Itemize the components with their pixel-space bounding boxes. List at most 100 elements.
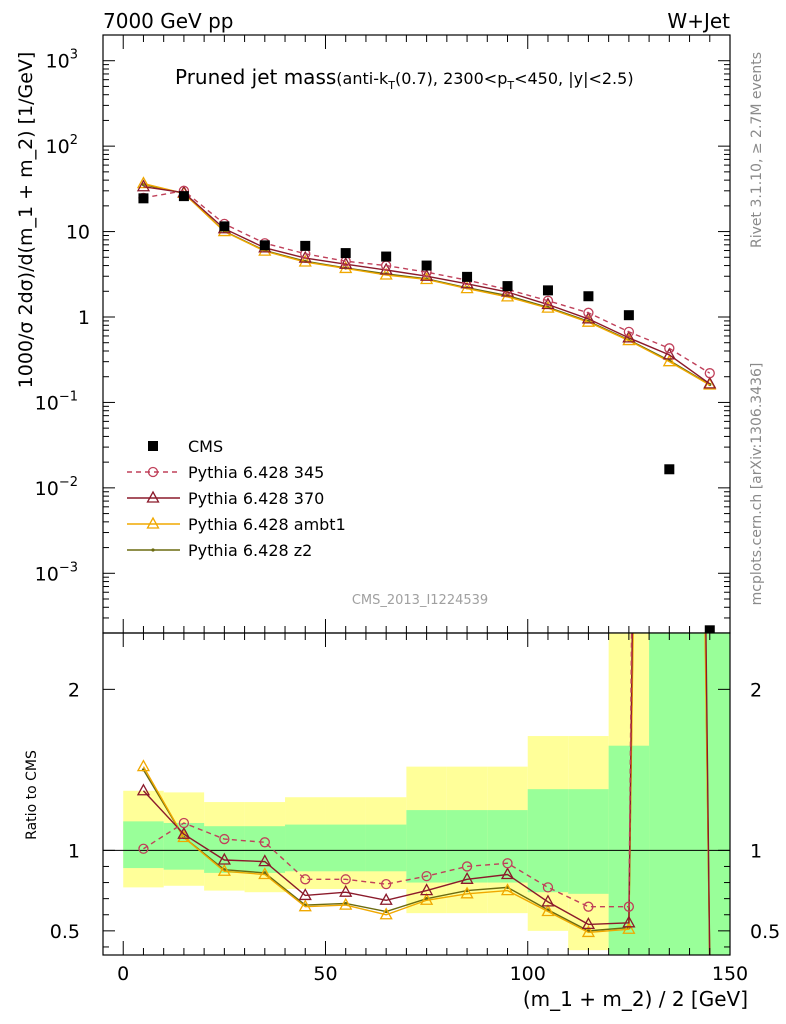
- legend-label: Pythia 6.428 370: [188, 489, 324, 508]
- data-point: [542, 285, 553, 296]
- data-point: [623, 326, 635, 338]
- data-point: [462, 271, 473, 282]
- data-point: [541, 300, 555, 313]
- ratio-point: [339, 897, 353, 910]
- ratio-point: [420, 892, 434, 905]
- ratio-point: [298, 888, 312, 901]
- ratio-point: [420, 883, 434, 896]
- x-tick-label: 50: [313, 963, 337, 985]
- data-point: [298, 254, 312, 267]
- ratio-y-ticks: 0.5 0.5 1 1 2 2: [50, 679, 780, 948]
- ratio-series: [136, 633, 711, 955]
- ratio-point: [259, 837, 270, 848]
- data-point: [219, 221, 230, 232]
- x-ticks: 0 50 100 150: [117, 35, 748, 985]
- ratio-bands: [123, 633, 730, 955]
- ratio-point: [298, 899, 312, 912]
- data-point: [622, 330, 636, 343]
- data-point: [420, 272, 434, 285]
- ratio-point: [344, 901, 348, 906]
- ratio-y-axis-label: Ratio to CMS: [24, 750, 40, 840]
- data-point: [339, 261, 353, 274]
- y-tick-label: 10−2: [35, 475, 78, 500]
- y-tick-label: 10−1: [35, 389, 78, 414]
- data-point: [664, 343, 675, 354]
- ratio-point: [136, 759, 151, 772]
- main-series: [136, 176, 717, 390]
- ratio-point: [300, 874, 311, 885]
- legend: CMS Pythia 6.428 345 Pythia 6.428 370 Pythi…: [127, 437, 346, 560]
- plot-title-sub-t: T: [387, 79, 395, 92]
- band-green: [163, 822, 205, 870]
- data-point: [541, 297, 555, 310]
- ratio-point: [136, 783, 151, 796]
- data-point: [138, 193, 149, 204]
- ratio-point: [541, 894, 555, 907]
- series-pythia-6.428-345: [138, 185, 715, 379]
- y-tick-label: 0.5: [750, 921, 780, 943]
- series-pythia-6.428-370: [136, 179, 717, 389]
- ratio-point: [379, 892, 393, 905]
- ratio-point: [460, 886, 474, 899]
- data-point: [581, 311, 596, 324]
- ratio-point: [339, 884, 353, 897]
- legend-label: Pythia 6.428 345: [188, 463, 324, 482]
- y-tick-label: 1: [78, 307, 90, 329]
- x-axis-label: (m_1 + m_2) / 2 [GeV]: [523, 987, 748, 1011]
- y-tick-label: 0.5: [50, 921, 80, 943]
- ratio-point: [500, 883, 515, 896]
- rivet-label: Rivet 3.1.10, ≥ 2.7M events: [749, 52, 765, 248]
- data-point: [583, 291, 594, 302]
- header-left: 7000 GeV pp: [103, 9, 234, 33]
- y-tick-label: 2: [750, 679, 762, 701]
- legend-marker: [146, 516, 160, 529]
- ratio-point: [461, 861, 473, 872]
- legend-item: Pythia 6.428 z2: [127, 541, 312, 560]
- series-pythia-6.428-z2: [141, 182, 712, 387]
- ratio-point: [217, 863, 231, 876]
- series-pythia-6.428-ambt1: [136, 176, 717, 390]
- ratio-point: [258, 867, 272, 880]
- data-point: [421, 260, 432, 271]
- legend-label: Pythia 6.428 z2: [188, 541, 312, 560]
- ratio-point: [541, 904, 555, 917]
- ratio-line: [142, 633, 711, 955]
- ratio-line: [142, 633, 711, 955]
- data-point: [623, 310, 634, 321]
- series-line: [143, 182, 711, 386]
- data-point: [460, 276, 474, 289]
- band-green: [325, 824, 366, 872]
- plot-title: Pruned jet mass(anti-kT(0.7), 2300<pT<45…: [175, 65, 634, 92]
- data-point: [178, 191, 189, 202]
- series-line: [143, 183, 711, 386]
- legend-marker: [146, 490, 160, 503]
- y-tick-label: 1: [68, 840, 80, 862]
- series-line: [143, 186, 711, 385]
- y-tick-label: 103: [46, 48, 78, 73]
- legend-item: Pythia 6.428 345: [127, 463, 324, 482]
- ratio-point: [263, 871, 267, 875]
- data-point: [300, 240, 311, 251]
- y-tick-label: 10: [66, 222, 90, 244]
- data-point: [136, 176, 151, 189]
- plot-title-main: Pruned jet mass: [175, 65, 336, 89]
- ratio-point: [581, 917, 596, 930]
- x-tick-label: 150: [712, 963, 748, 985]
- data-point: [583, 307, 594, 318]
- legend-label: Pythia 6.428 ambt1: [188, 515, 346, 534]
- band-green: [446, 810, 488, 883]
- header-right: W+Jet: [667, 9, 730, 33]
- ratio-point: [379, 907, 393, 920]
- data-point: [381, 251, 392, 262]
- ratio-point: [381, 879, 392, 890]
- ratio-point: [502, 858, 513, 869]
- legend-item: CMS: [148, 437, 223, 456]
- ratio-point: [178, 817, 190, 829]
- y-tick-label: 102: [46, 133, 78, 158]
- ratio-point: [258, 854, 272, 867]
- ratio-point: [219, 833, 230, 845]
- legend-item: Pythia 6.428 370: [127, 489, 324, 508]
- legend-label: CMS: [188, 437, 223, 456]
- main-y-axis-label: 1000/σ 2dσ)/d(m_1 + m_2) [1/GeV]: [15, 52, 37, 389]
